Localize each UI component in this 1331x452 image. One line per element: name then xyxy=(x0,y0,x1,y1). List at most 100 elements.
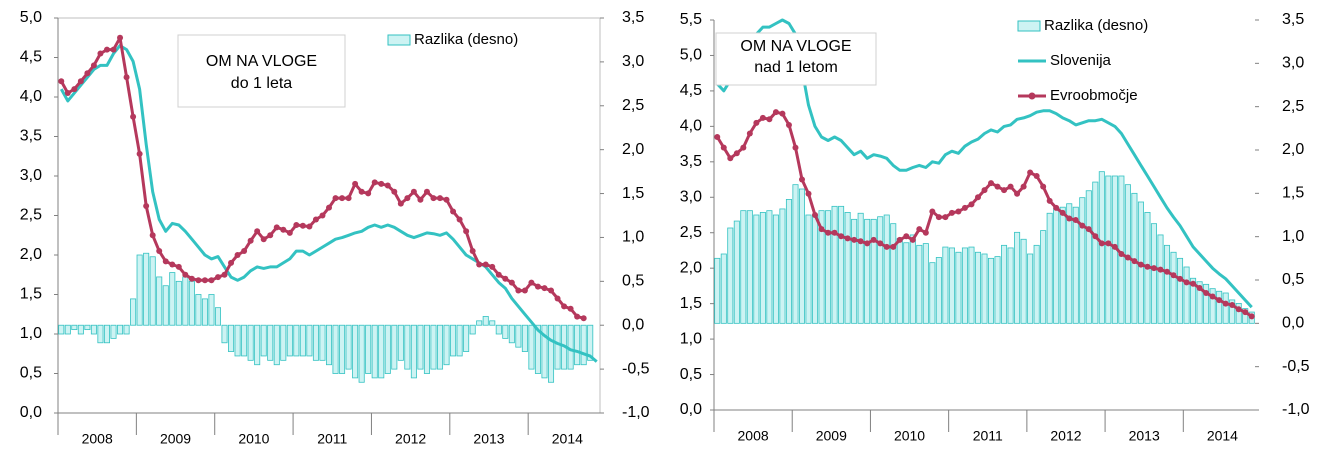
bar xyxy=(1001,244,1008,324)
bar xyxy=(805,214,812,324)
bar xyxy=(909,234,916,324)
y-tick-label: 1,5 xyxy=(680,295,702,312)
bar xyxy=(714,257,721,324)
bar xyxy=(169,272,176,326)
bar xyxy=(162,285,169,326)
marker xyxy=(103,46,110,53)
bar xyxy=(890,223,897,324)
y-tick-label: 3,5 xyxy=(20,128,42,145)
marker xyxy=(397,200,404,207)
marker xyxy=(273,224,280,231)
marker xyxy=(110,46,117,53)
marker xyxy=(1131,258,1138,265)
marker xyxy=(162,258,169,265)
bar xyxy=(508,324,515,344)
y2-tick-label: 3,5 xyxy=(622,9,644,26)
marker xyxy=(489,263,496,270)
marker xyxy=(90,62,97,69)
marker xyxy=(818,226,825,233)
line xyxy=(59,44,598,363)
bar xyxy=(1209,288,1216,324)
bar xyxy=(548,324,555,383)
marker xyxy=(1020,183,1027,190)
marker xyxy=(1196,285,1203,292)
bar xyxy=(410,324,417,379)
bar xyxy=(1027,253,1034,324)
bar xyxy=(727,227,734,324)
bar xyxy=(1229,299,1236,324)
marker xyxy=(1124,254,1131,261)
bar xyxy=(260,324,267,357)
bar xyxy=(812,214,819,324)
marker xyxy=(766,116,773,123)
marker xyxy=(1111,243,1118,250)
bar xyxy=(286,324,293,357)
marker xyxy=(981,187,988,194)
bar xyxy=(1072,206,1079,324)
y2-tick-label: 0,5 xyxy=(622,273,644,290)
bar xyxy=(1098,171,1105,324)
bar xyxy=(1235,302,1242,324)
marker xyxy=(384,182,391,189)
y-tick-label: 3,5 xyxy=(680,153,702,170)
bar xyxy=(450,324,457,357)
legend-label: Razlika (desno) xyxy=(1044,17,1148,34)
bar xyxy=(1007,247,1014,324)
marker xyxy=(1105,240,1112,247)
bar xyxy=(397,324,404,361)
bar xyxy=(247,324,254,361)
bar xyxy=(528,324,535,370)
bar xyxy=(896,237,903,324)
marker xyxy=(1170,272,1177,279)
bar xyxy=(534,324,541,374)
y-tick-label: 1,0 xyxy=(680,330,702,347)
marker xyxy=(450,208,457,215)
y-tick-label: 4,0 xyxy=(680,118,702,135)
bar xyxy=(136,254,143,326)
bar xyxy=(733,220,740,324)
marker xyxy=(247,237,254,244)
marker xyxy=(182,271,189,278)
marker xyxy=(515,287,522,294)
y2-tick-label: -0,5 xyxy=(622,360,650,377)
bar xyxy=(798,188,806,324)
marker xyxy=(169,261,176,268)
y2-tick-label: 0,0 xyxy=(622,316,644,333)
bar xyxy=(1203,283,1210,324)
bar xyxy=(443,324,450,366)
bar xyxy=(188,280,195,326)
bar xyxy=(1190,277,1197,324)
bar xyxy=(1014,231,1021,324)
marker xyxy=(580,315,587,322)
marker xyxy=(955,208,962,215)
annotation-box xyxy=(715,32,877,86)
y-tick-label: 5,5 xyxy=(680,11,702,28)
marker xyxy=(410,188,417,195)
bar xyxy=(759,211,766,324)
marker xyxy=(798,176,805,183)
marker xyxy=(561,303,568,310)
y2-tick-label: 2,5 xyxy=(622,97,644,114)
marker xyxy=(974,194,981,201)
bar xyxy=(1059,206,1066,324)
marker xyxy=(1014,190,1021,197)
marker xyxy=(482,261,489,268)
bar xyxy=(391,324,398,370)
marker xyxy=(1079,222,1086,229)
bar xyxy=(988,257,995,324)
bar xyxy=(358,324,365,383)
y-tick-label: 4,5 xyxy=(20,49,42,66)
marker xyxy=(746,130,753,137)
bar xyxy=(1033,244,1040,324)
bar xyxy=(1177,257,1184,324)
bar xyxy=(740,210,747,324)
marker xyxy=(201,277,208,284)
marker xyxy=(97,50,104,57)
marker xyxy=(319,212,326,219)
marker xyxy=(345,195,352,202)
bar xyxy=(994,256,1001,324)
bar xyxy=(929,262,936,324)
annotation: nad 1 letom xyxy=(754,59,838,76)
marker xyxy=(378,180,385,187)
